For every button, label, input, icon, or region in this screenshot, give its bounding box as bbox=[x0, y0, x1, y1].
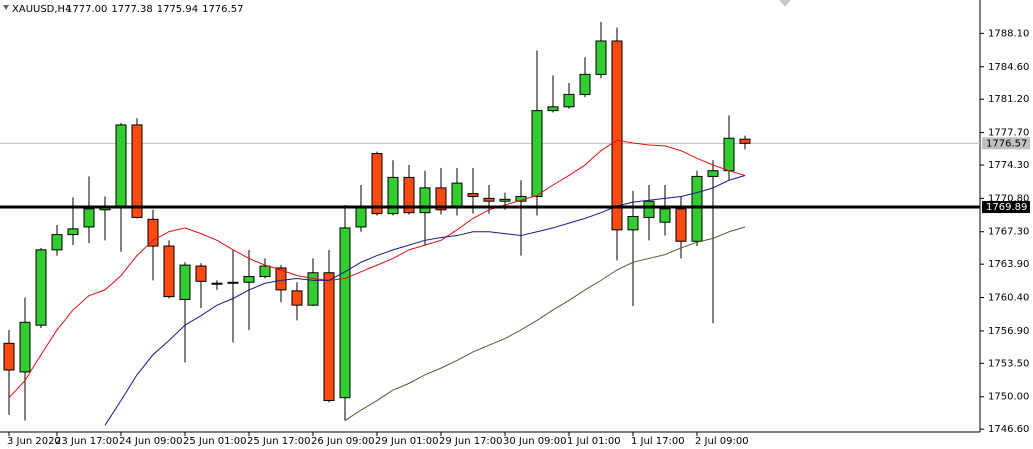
candle-body bbox=[211, 282, 223, 285]
y-tick-label: 1788.10 bbox=[988, 28, 1029, 39]
candle-body bbox=[323, 272, 335, 402]
candle-body bbox=[547, 106, 559, 112]
candle-body bbox=[739, 138, 751, 144]
candle-body bbox=[483, 197, 495, 202]
candle-body bbox=[643, 200, 655, 218]
x-tick-label: 23 Jun 17:00 bbox=[55, 436, 119, 447]
candle-body bbox=[227, 281, 239, 284]
candle-body bbox=[419, 187, 431, 214]
y-tick-label: 1777.70 bbox=[988, 128, 1029, 139]
moving-average bbox=[104, 174, 746, 426]
candle-body bbox=[387, 176, 399, 215]
header-value: 1776.57 bbox=[202, 4, 243, 15]
candle-body bbox=[83, 208, 95, 228]
x-tick-label: 1 Jul 17:00 bbox=[631, 436, 685, 447]
bid-label: 1776.57 bbox=[986, 138, 1027, 149]
x-tick-label: 3 Jun 2020 bbox=[7, 436, 61, 447]
candle-body bbox=[707, 170, 719, 177]
candle-body bbox=[659, 208, 671, 223]
candle-body bbox=[579, 73, 591, 95]
y-tick-label: 1746.60 bbox=[988, 424, 1029, 435]
symbol-icon bbox=[3, 5, 9, 10]
header-value: 1775.94 bbox=[157, 4, 198, 15]
candle-body bbox=[115, 124, 127, 207]
x-tick-label: 26 Jun 09:00 bbox=[311, 436, 375, 447]
candle-body bbox=[435, 187, 447, 211]
candle-body bbox=[563, 93, 575, 108]
x-tick-label: 25 Jun 17:00 bbox=[247, 436, 311, 447]
header-value: 1777.00 bbox=[66, 4, 107, 15]
candle-body bbox=[291, 290, 303, 306]
y-tick-label: 1753.50 bbox=[988, 358, 1029, 369]
candle-body bbox=[531, 110, 543, 197]
x-tick-label: 25 Jun 01:00 bbox=[183, 436, 247, 447]
x-tick-label: 30 Jun 09:00 bbox=[503, 436, 567, 447]
candle-body bbox=[403, 176, 415, 214]
y-tick-label: 1781.20 bbox=[988, 94, 1029, 105]
candle-body bbox=[67, 228, 79, 236]
candle-body bbox=[163, 245, 175, 298]
x-tick-label: 29 Jun 17:00 bbox=[439, 436, 503, 447]
moving-average bbox=[8, 139, 746, 399]
candle-body bbox=[691, 175, 703, 242]
moving-average bbox=[344, 226, 746, 421]
x-tick-label: 24 Jun 09:00 bbox=[119, 436, 183, 447]
x-tick-label: 2 Jul 09:00 bbox=[695, 436, 749, 447]
y-tick-label: 1774.30 bbox=[988, 160, 1029, 171]
candle-body bbox=[371, 153, 383, 215]
candle-body bbox=[195, 265, 207, 282]
shift-marker bbox=[779, 0, 791, 7]
y-tick-label: 1763.90 bbox=[988, 259, 1029, 270]
candle-body bbox=[675, 208, 687, 242]
y-tick-label: 1750.00 bbox=[988, 392, 1029, 403]
level-label: 1769.89 bbox=[986, 202, 1027, 213]
candle-body bbox=[611, 40, 623, 231]
y-tick-label: 1770.80 bbox=[988, 193, 1029, 204]
header-value: 1777.38 bbox=[111, 4, 152, 15]
candle-body bbox=[51, 234, 63, 251]
candle-body bbox=[35, 249, 47, 326]
level-box bbox=[982, 201, 1030, 214]
x-tick-label: 1 Jul 01:00 bbox=[567, 436, 621, 447]
candle-body bbox=[243, 276, 255, 283]
candle-body bbox=[451, 182, 463, 209]
candle-body bbox=[179, 264, 191, 300]
y-tick-label: 1767.30 bbox=[988, 227, 1029, 238]
bid-box bbox=[982, 137, 1030, 150]
chart-title: XAUUSD,H4 bbox=[12, 4, 71, 15]
candle-body bbox=[627, 215, 639, 231]
candle-body bbox=[339, 227, 351, 399]
candle-body bbox=[259, 265, 271, 278]
candle-body bbox=[355, 207, 367, 228]
candle-body bbox=[147, 218, 159, 247]
candle-body bbox=[3, 342, 15, 371]
x-tick-label: 29 Jun 01:00 bbox=[375, 436, 439, 447]
y-tick-label: 1760.40 bbox=[988, 293, 1029, 304]
candle-body bbox=[131, 124, 143, 218]
candle-body bbox=[595, 40, 607, 75]
candle-body bbox=[499, 198, 511, 202]
candle-body bbox=[467, 193, 479, 197]
candle-body bbox=[275, 267, 287, 291]
candle-body bbox=[307, 272, 319, 306]
candle-body bbox=[19, 321, 31, 373]
y-tick-label: 1756.90 bbox=[988, 326, 1029, 337]
candle-body bbox=[723, 137, 735, 172]
y-tick-label: 1784.60 bbox=[988, 62, 1029, 73]
